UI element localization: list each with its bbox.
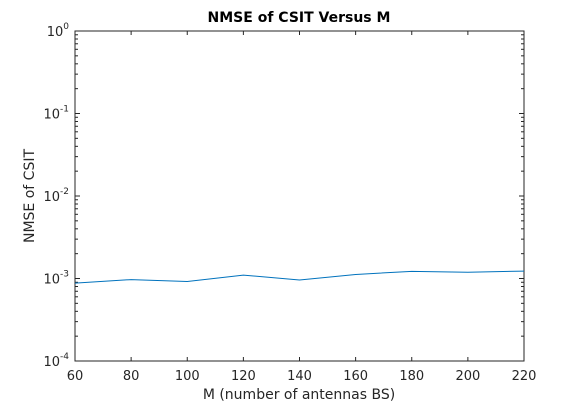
series-line <box>74 270 525 284</box>
axes-box <box>74 30 525 362</box>
x-tick-label: 180 <box>399 369 424 384</box>
x-tick-label: 220 <box>512 369 537 384</box>
y-tick-label: 10-1 <box>43 105 69 123</box>
x-tick-label: 120 <box>231 369 256 384</box>
y-tick-label: 100 <box>47 22 70 40</box>
x-tick-label: 100 <box>175 369 200 384</box>
plot-area: 60 80 100 120 140 160 180 200 220 10-4 10-3 10-2 10-… <box>43 22 536 384</box>
x-axis-label: M (number of antennas BS) <box>203 387 395 403</box>
chart-title: NMSE of CSIT Versus M <box>208 10 391 26</box>
x-tick-label: 60 <box>67 369 84 384</box>
y-tick-label: 10-2 <box>43 187 69 205</box>
x-tick-label: 80 <box>123 369 140 384</box>
y-tick-label: 10-3 <box>43 270 69 288</box>
x-tick-label: 140 <box>287 369 312 384</box>
x-tick-label: 160 <box>343 369 368 384</box>
y-axis-label: NMSE of CSIT <box>22 149 38 243</box>
x-tick-label: 200 <box>455 369 480 384</box>
y-tick-label: 10-4 <box>43 352 69 370</box>
